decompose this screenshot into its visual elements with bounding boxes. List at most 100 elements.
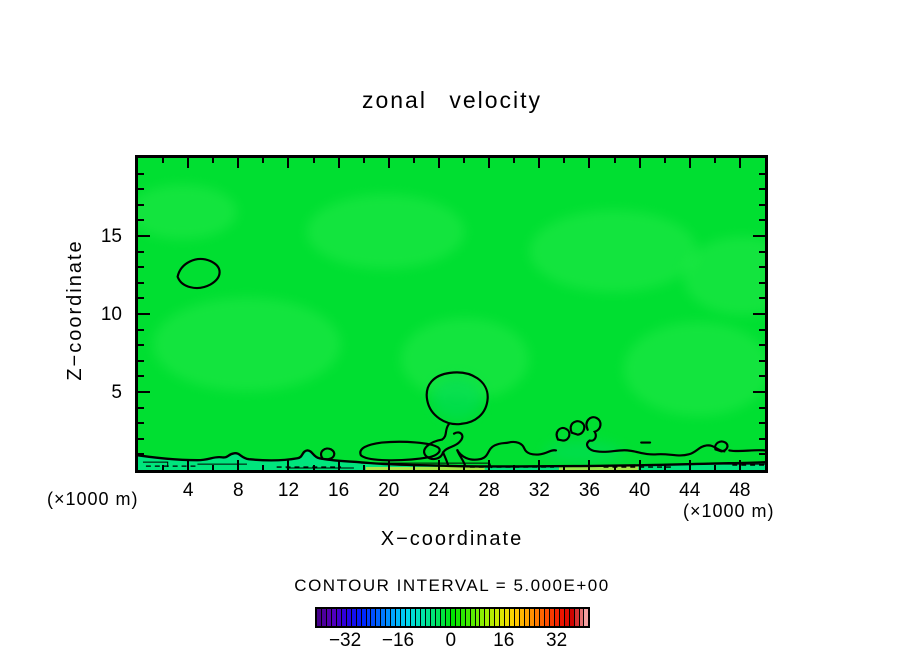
colorbar-segment	[406, 609, 412, 626]
colorbar-segment	[416, 609, 422, 626]
x-major-tick-bottom	[739, 460, 741, 470]
colorbar-segment	[569, 609, 575, 626]
x-major-tick-top	[588, 158, 590, 168]
colorbar-segment	[356, 609, 362, 626]
field-tint-patch	[544, 440, 624, 465]
y-minor-tick-right	[759, 375, 765, 377]
zero-contour-line	[728, 449, 765, 453]
colorbar-tick-label: −16	[381, 630, 415, 651]
colorbar-segment	[396, 609, 402, 626]
x-major-tick-top	[438, 158, 440, 168]
colorbar-segment	[425, 609, 431, 626]
colorbar-segment	[386, 609, 392, 626]
colorbar-segment	[455, 609, 461, 626]
y-minor-tick-left	[138, 173, 144, 175]
x-major-tick-top	[488, 158, 490, 168]
y-minor-tick-right	[759, 329, 765, 331]
zero-contour-line	[423, 422, 464, 461]
x-minor-tick-top	[262, 158, 264, 163]
y-minor-tick-left	[138, 297, 144, 299]
y-minor-tick-left	[138, 188, 144, 190]
colorbar-segment	[401, 609, 407, 626]
colorbar-segment	[445, 609, 451, 626]
colorbar-segment	[485, 609, 491, 626]
y-minor-tick-right	[759, 453, 765, 455]
contour-field	[138, 158, 765, 470]
field-light-patch	[623, 321, 765, 417]
x-major-tick-top	[538, 158, 540, 168]
x-major-tick-top	[287, 158, 289, 168]
y-minor-tick-left	[138, 329, 144, 331]
x-minor-tick-top	[714, 158, 716, 163]
colorbar-tick-label: −32	[328, 630, 362, 651]
x-minor-tick-top	[212, 158, 214, 163]
colorbar-segment	[440, 609, 446, 626]
x-minor-tick-top	[313, 158, 315, 163]
x-minor-tick-top	[162, 158, 164, 163]
colorbar-segment	[470, 609, 476, 626]
colorbar-segment	[381, 609, 387, 626]
colorbar-segment	[579, 609, 585, 626]
y-minor-tick-left	[138, 375, 144, 377]
x-minor-tick-top	[513, 158, 515, 163]
zero-contour-line	[586, 439, 726, 457]
zero-contour-line	[425, 371, 489, 426]
chart-title: zonal velocity	[361, 87, 543, 113]
colorbar-segment	[554, 609, 560, 626]
colorbar-segment	[317, 609, 322, 626]
x-major-tick-top	[689, 158, 691, 168]
x-minor-tick-bottom	[563, 465, 565, 470]
colorbar-segment	[529, 609, 535, 626]
y-minor-tick-right	[759, 204, 765, 206]
colorbar-segment	[480, 609, 486, 626]
field-tint-patch	[431, 376, 483, 420]
x-tick-label: 36	[578, 480, 600, 501]
colorbar-segment	[520, 609, 526, 626]
surface-strip-yellow	[365, 467, 485, 470]
zero-contour-line	[585, 416, 602, 442]
colorbar-segment	[430, 609, 436, 626]
colorbar-segment	[421, 609, 426, 626]
y-minor-tick-left	[138, 204, 144, 206]
x-major-tick-bottom	[488, 460, 490, 470]
colorbar-segment	[391, 609, 397, 626]
x-major-tick-bottom	[538, 460, 540, 470]
colorbar-tick-label: 32	[546, 630, 568, 651]
colorbar-segment	[525, 609, 530, 626]
x-major-tick-bottom	[639, 460, 641, 470]
x-minor-tick-bottom	[212, 465, 214, 470]
x-minor-tick-bottom	[664, 465, 666, 470]
y-minor-tick-left	[138, 282, 144, 284]
field-light-patch	[682, 236, 765, 315]
y-minor-tick-right	[759, 360, 765, 362]
y-minor-tick-right	[759, 438, 765, 440]
colorbar-segment	[361, 609, 367, 626]
y-minor-tick-right	[759, 188, 765, 190]
x-minor-tick-bottom	[262, 465, 264, 470]
colorbar-segment	[539, 609, 545, 626]
zero-contour-line	[176, 257, 221, 290]
colorbar-segment	[460, 609, 466, 626]
x-major-tick-top	[639, 158, 641, 168]
x-minor-tick-top	[563, 158, 565, 163]
x-tick-label: 16	[328, 480, 350, 501]
x-major-tick-bottom	[689, 460, 691, 470]
field-light-patch	[138, 184, 238, 240]
y-major-tick-right	[753, 313, 765, 315]
colorbar-segment	[331, 609, 337, 626]
y-minor-tick-left	[138, 251, 144, 253]
colorbar-segment	[336, 609, 342, 626]
zero-contour-line	[555, 427, 571, 442]
y-axis-title: Z−coordinate	[64, 239, 86, 381]
colorbar-segment	[495, 609, 501, 626]
field-light-patch	[152, 297, 342, 392]
y-minor-tick-right	[759, 251, 765, 253]
x-major-tick-bottom	[438, 460, 440, 470]
colorbar-segment	[366, 609, 372, 626]
colorbar-segment	[534, 609, 540, 626]
x-axis-unit-left: (×1000 m)	[47, 489, 139, 509]
colorbar-segment	[559, 609, 565, 626]
x-major-tick-top	[338, 158, 340, 168]
y-minor-tick-left	[138, 219, 144, 221]
x-tick-label: 44	[679, 480, 701, 501]
